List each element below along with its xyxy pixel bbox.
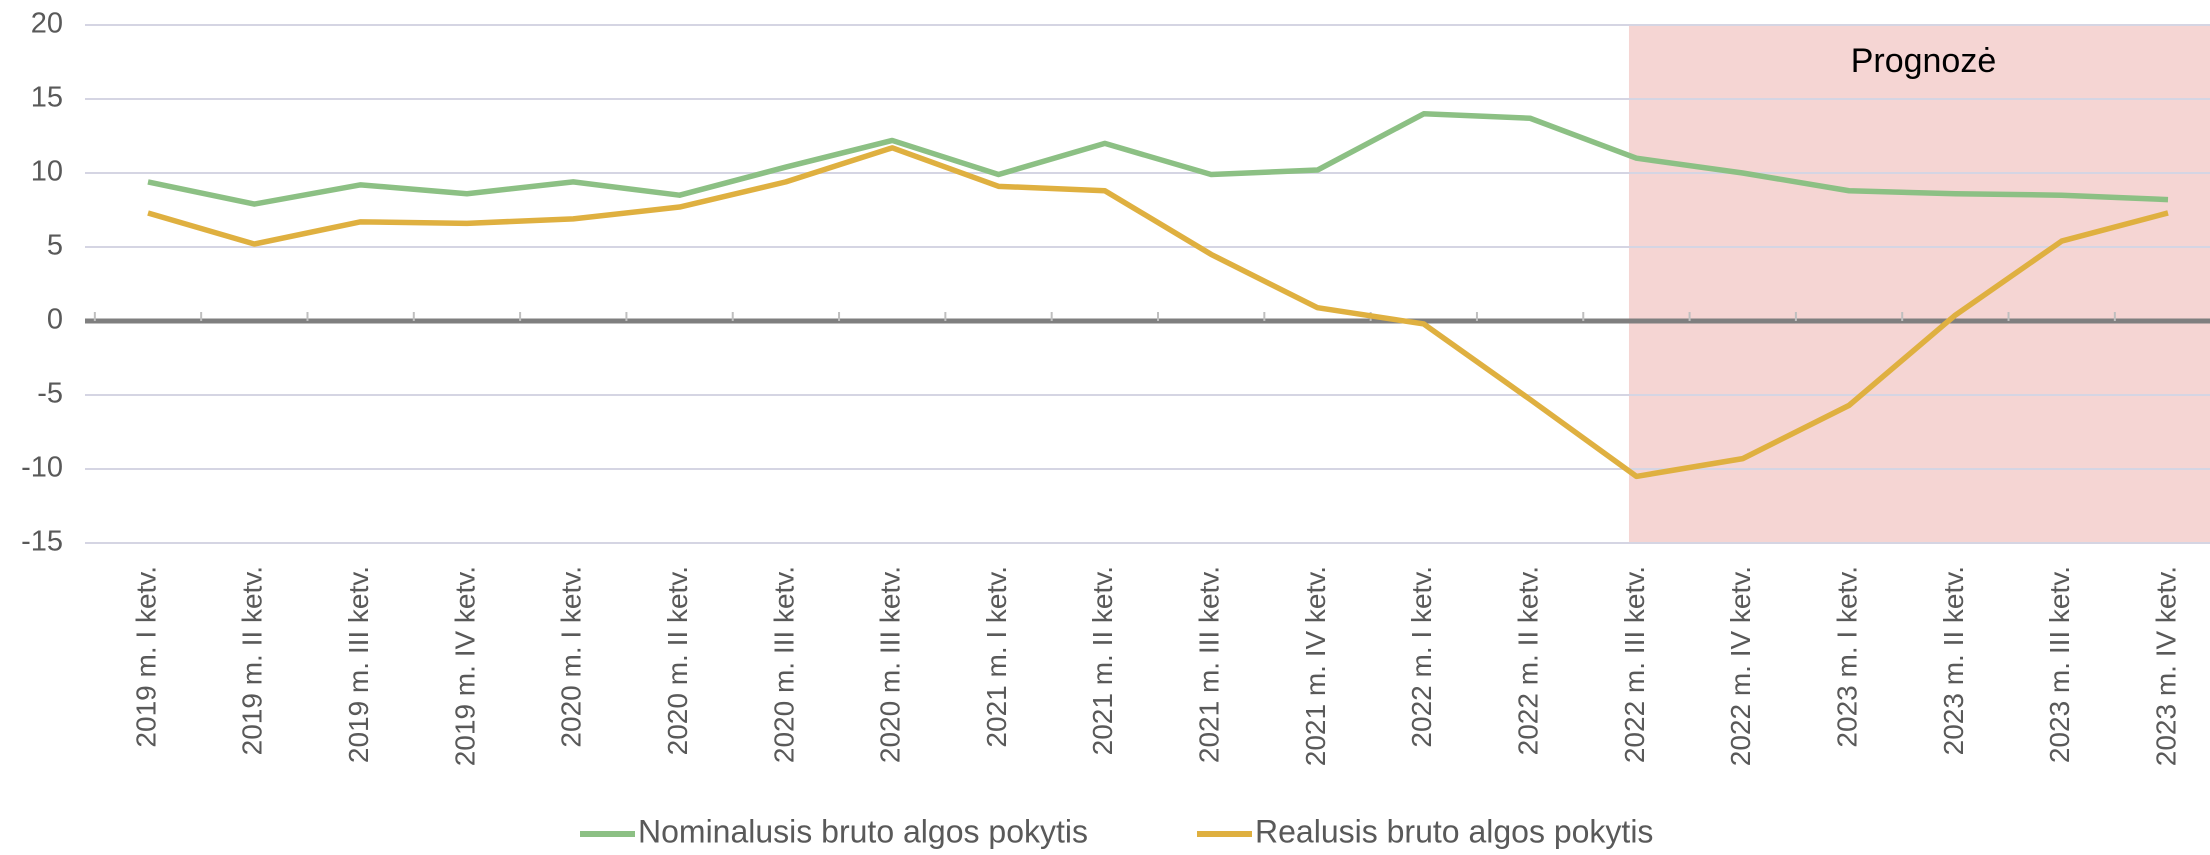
x-tick-label: 2022 m. II ketv. [1512, 566, 1543, 755]
x-tick-label: 2023 m. III ketv. [2044, 566, 2075, 763]
y-tick-label: -10 [21, 452, 63, 484]
lines [147, 111, 2169, 480]
x-tick-label: 2022 m. IV ketv. [1725, 566, 1756, 766]
x-tick-label: 2020 m. I ketv. [556, 566, 587, 748]
y-tick-label: 20 [31, 8, 63, 40]
x-tick-label: 2020 m. III ketv. [875, 566, 906, 763]
x-tick-label: 2020 m. II ketv. [662, 566, 693, 755]
forecast-shade [1628, 25, 2210, 543]
y-tick-label: -15 [21, 526, 63, 558]
x-tick-label: 2023 m. II ketv. [1938, 566, 1969, 755]
grid [85, 24, 2210, 544]
y-tick-label: 5 [47, 230, 63, 262]
x-tick-label: 2021 m. II ketv. [1087, 566, 1118, 755]
series-line [147, 111, 2169, 207]
x-tick-label: 2022 m. III ketv. [1619, 566, 1650, 763]
x-tick-label: 2021 m. I ketv. [981, 566, 1012, 748]
x-tick-label: 2019 m. III ketv. [343, 566, 374, 763]
legend-label: Nominalusis bruto algos pokytis [638, 813, 1088, 849]
x-tick-label: 2023 m. IV ketv. [2150, 566, 2181, 766]
legend-label: Realusis bruto algos pokytis [1255, 813, 1653, 849]
x-tick-label: 2021 m. IV ketv. [1300, 566, 1331, 766]
labels: Prognozė -15 -10 -5 0 5 10 15 20 2019 m. I ketv. 2… [21, 8, 2181, 850]
y-tick-label: 10 [31, 156, 63, 188]
y-tick-label: 15 [31, 82, 63, 114]
y-tick-label: 0 [47, 304, 63, 336]
x-tick-label: 2023 m. I ketv. [1831, 566, 1862, 748]
x-tick-label: 2019 m. IV ketv. [449, 566, 480, 766]
x-tick-label: 2022 m. I ketv. [1406, 566, 1437, 748]
series-line [147, 145, 2169, 480]
x-tick-label: 2021 m. III ketv. [1194, 566, 1225, 763]
x-tick-label: 2020 m. III ketv. [768, 566, 799, 763]
x-tick-label: 2019 m. II ketv. [237, 566, 268, 755]
forecast-label: Prognozė [1851, 42, 1997, 80]
y-tick-label: -5 [37, 378, 63, 410]
forecast-area [1628, 25, 2210, 543]
x-tick-label: 2019 m. I ketv. [130, 566, 161, 748]
